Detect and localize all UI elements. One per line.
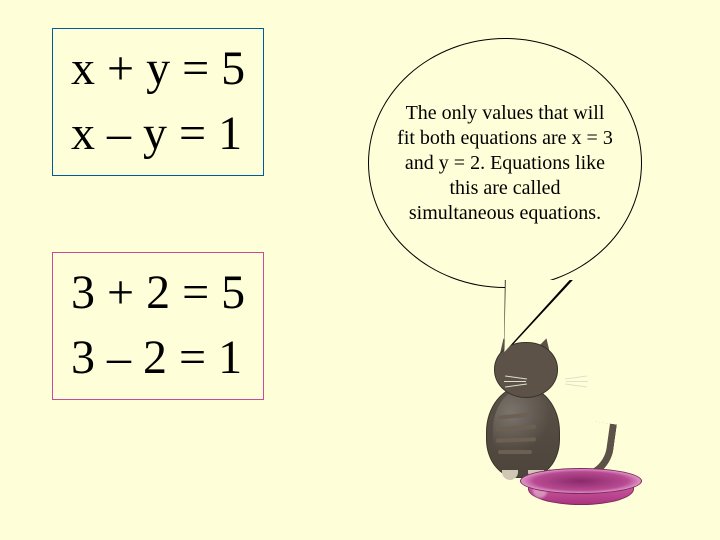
- equation-line: x + y = 5: [71, 37, 245, 102]
- equations-substituted-box: 3 + 2 = 5 3 – 2 = 1: [52, 252, 264, 400]
- bowl-icon: [520, 468, 640, 508]
- equation-line: x – y = 1: [71, 102, 245, 167]
- equation-line: 3 – 2 = 1: [71, 326, 245, 391]
- equation-line: 3 + 2 = 5: [71, 261, 245, 326]
- cat-with-bowl-illustration: [440, 340, 650, 520]
- cat-icon: [474, 340, 584, 480]
- speech-bubble: The only values that will fit both equat…: [368, 38, 662, 288]
- speech-bubble-text: The only values that will fit both equat…: [397, 101, 613, 226]
- equations-system-box: x + y = 5 x – y = 1: [52, 28, 264, 176]
